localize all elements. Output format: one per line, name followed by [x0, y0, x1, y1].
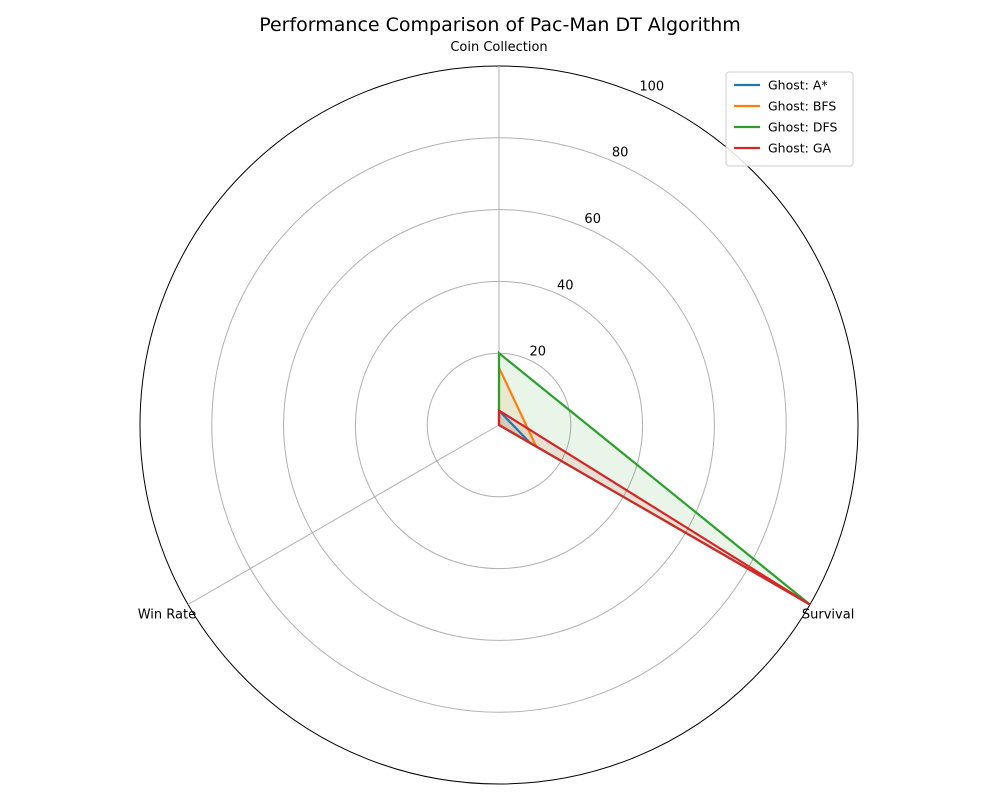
- series-layer: [497, 350, 811, 606]
- legend-item: Ghost: DFS: [734, 120, 837, 135]
- axis-label: Coin Collection: [450, 40, 547, 55]
- label-layer: 20 40 60 80 100 Coin Collection Survival Win Ra…: [138, 40, 855, 623]
- legend-item: Ghost: A*: [734, 78, 828, 93]
- radial-tick-label: 80: [612, 146, 629, 161]
- radial-tick-label: 40: [557, 278, 574, 293]
- axis-label: Survival: [802, 608, 854, 623]
- series-line: [497, 350, 811, 606]
- legend: Ghost: A* Ghost: BFS Ghost: DFS Ghost: GA: [725, 71, 854, 167]
- radial-tick-label: 100: [639, 79, 664, 94]
- axis-spoke: [187, 424, 500, 605]
- legend-box: [725, 71, 854, 167]
- legend-item: Ghost: GA: [734, 141, 832, 156]
- legend-label: Ghost: A*: [768, 78, 828, 93]
- axis-label: Win Rate: [138, 608, 196, 623]
- legend-label: Ghost: DFS: [768, 120, 837, 135]
- chart-title: Performance Comparison of Pac-Man DT Alg…: [259, 14, 741, 36]
- legend-label: Ghost: GA: [768, 141, 832, 156]
- legend-item: Ghost: BFS: [734, 99, 836, 114]
- radial-tick-label: 20: [529, 345, 546, 360]
- legend-label: Ghost: BFS: [768, 99, 836, 114]
- radial-tick-label: 60: [584, 212, 601, 227]
- series-line: [497, 408, 811, 606]
